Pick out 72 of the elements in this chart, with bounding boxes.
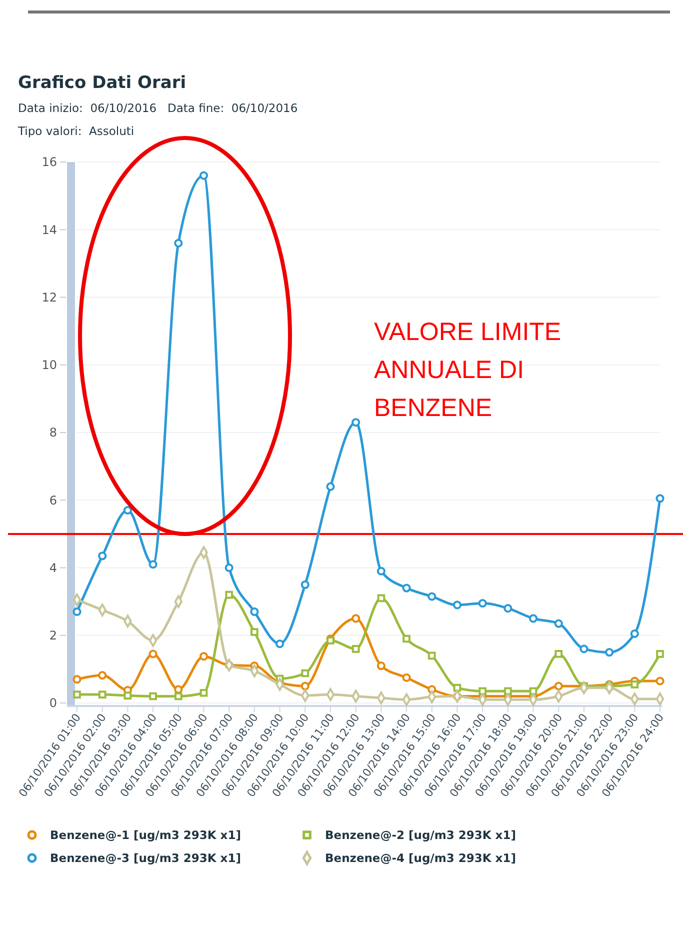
- point: [98, 552, 107, 560]
- point: [402, 584, 411, 592]
- point: [376, 662, 386, 670]
- point: [326, 482, 335, 491]
- legend-label: Benzene@-4 [ug/m3 293K x1]: [325, 851, 516, 866]
- chart-subtitle: Data inizio: 06/10/2016 Data fine: 06/10/2016: [18, 101, 298, 115]
- y-tick-label: 6: [49, 493, 57, 508]
- point: [402, 634, 410, 643]
- point: [630, 680, 639, 688]
- legend-label: Benzene@-2 [ug/m3 293K x1]: [325, 828, 516, 842]
- y-tick-label: 12: [42, 290, 57, 304]
- y-tick-label: 2: [49, 628, 57, 643]
- point: [174, 238, 183, 248]
- point: [174, 692, 182, 700]
- chart-title: Grafico Dati Orari: [18, 73, 186, 93]
- legend-label: Benzene@-1 [ug/m3 293K x1]: [50, 828, 241, 842]
- point: [275, 640, 284, 648]
- point: [123, 506, 132, 515]
- point: [504, 604, 512, 613]
- point: [326, 636, 334, 644]
- point: [402, 673, 411, 682]
- text: Tipo valori: Assoluti: [17, 124, 134, 138]
- point: [73, 690, 81, 698]
- point: [452, 600, 462, 610]
- point: [428, 592, 436, 601]
- point: [630, 629, 639, 638]
- point: [352, 418, 360, 427]
- point: [580, 644, 588, 654]
- point: [98, 690, 106, 698]
- point: [656, 650, 664, 658]
- point: [124, 692, 132, 700]
- point: [199, 171, 208, 180]
- point: [352, 614, 360, 623]
- legend-label: Benzene@-3 [ug/m3 293K x1]: [50, 851, 241, 866]
- point: [656, 494, 664, 503]
- point: [250, 607, 259, 616]
- point: [504, 687, 512, 696]
- ref-line-label: VALORE LIMITE ANNUALE DI BENZENE: [374, 318, 562, 422]
- point: [199, 652, 208, 661]
- point: [478, 687, 486, 696]
- point: [554, 682, 563, 690]
- point: [250, 628, 258, 636]
- point: [72, 607, 82, 616]
- point: [200, 688, 208, 697]
- point: [376, 566, 386, 576]
- y-tick-label: 10: [42, 358, 57, 372]
- point: [300, 682, 310, 690]
- y-tick-label: 4: [49, 560, 57, 575]
- point: [478, 598, 487, 608]
- point: [225, 590, 234, 599]
- point: [301, 669, 310, 678]
- y-tick-label: 8: [49, 426, 57, 440]
- point: [98, 670, 107, 680]
- point: [554, 650, 563, 658]
- y-tick-label: 14: [42, 222, 57, 237]
- y-tick-label: 0: [49, 696, 57, 710]
- point: [300, 580, 310, 589]
- point: [377, 594, 386, 602]
- point: [352, 644, 360, 653]
- y-tick-label: 16: [42, 155, 57, 170]
- point: [72, 675, 82, 684]
- point: [149, 692, 157, 700]
- point: [428, 652, 436, 660]
- point: [148, 560, 158, 569]
- point: [529, 687, 538, 696]
- point: [224, 563, 234, 572]
- point: [554, 619, 563, 628]
- point: [605, 648, 614, 657]
- point: [656, 676, 664, 686]
- point: [453, 684, 462, 692]
- point: [148, 650, 158, 658]
- point: [528, 614, 538, 623]
